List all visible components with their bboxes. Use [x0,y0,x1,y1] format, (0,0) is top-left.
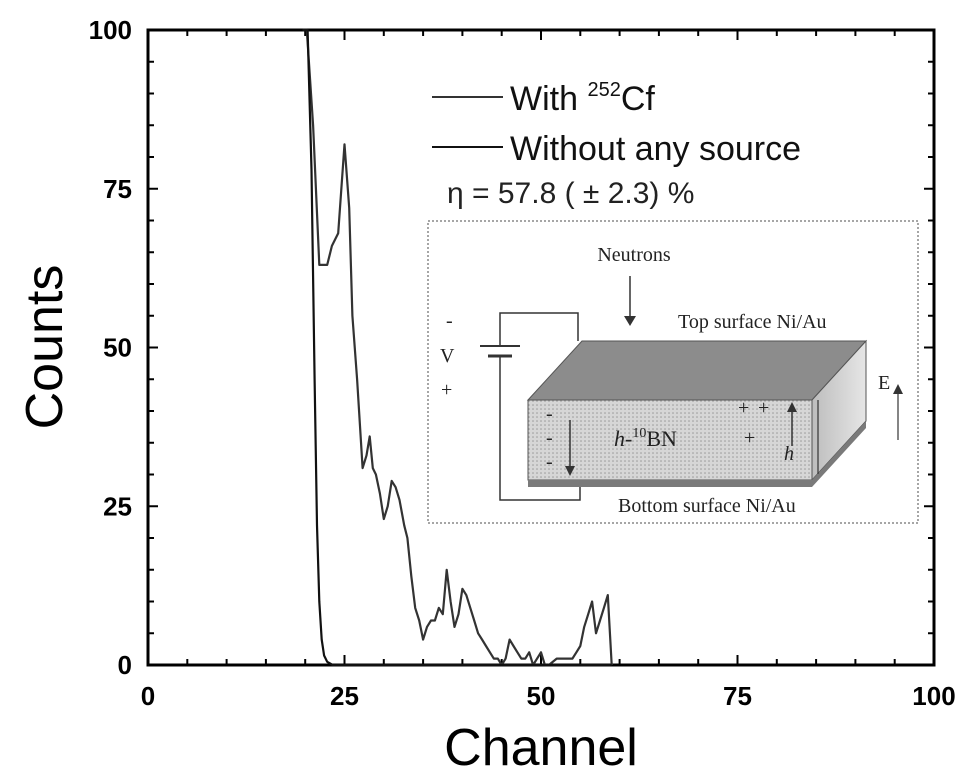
legend-label-no-source: Without any source [510,130,801,168]
neutrons-label: Neutrons [597,244,671,266]
charge-plus-2: + [758,397,769,419]
y-tick-label: 50 [103,333,132,363]
y-tick-label: 100 [89,15,132,45]
x-tick-label: 100 [912,681,955,711]
legend: With 252Cf Without any source [432,79,801,168]
battery-minus: - [446,310,453,332]
y-tick-label: 75 [103,174,132,204]
drift-arrowhead [565,466,575,476]
bottom-surface-label: Bottom surface Ni/Au [618,495,796,517]
x-tick-label: 75 [723,681,752,711]
height-arrowhead [787,402,797,412]
charge-minus-2: - [546,427,553,449]
x-tick-label: 0 [141,681,155,711]
neutron-arrowhead [624,316,636,326]
charge-plus-1: + [738,397,749,419]
axis-ticks [147,29,935,666]
series-line-no-source [302,28,612,667]
slab-bottom-electrode [528,421,866,487]
charge-minus-3: - [546,451,553,473]
x-axis-title: Channel [444,719,638,777]
field-arrowhead [893,384,903,394]
top-surface-label: Top surface Ni/Au [678,311,827,333]
x-tick-label: 50 [527,681,556,711]
tick-labels: 0 25 50 75 100 0 25 50 75 100 [89,15,956,711]
slab-top-face [526,340,868,401]
material-label: h-10BN [614,426,677,451]
y-tick-label: 25 [103,491,132,521]
charge-plus-3: + [744,427,755,449]
y-axis-title: Counts [16,265,74,430]
series-line-with-cf [302,28,613,667]
height-label: h [784,443,794,465]
slab-front-face [527,399,813,481]
voltage-label: V [440,345,455,367]
y-tick-label: 0 [118,650,132,680]
series-layer [302,28,613,667]
field-label: E [878,372,890,394]
battery-plus: + [441,379,452,401]
efficiency-annotation: η = 57.8 ( ± 2.3) % [447,177,694,210]
circuit-wire-bottom [499,356,581,501]
charge-minus-1: - [546,403,553,425]
x-tick-label: 25 [330,681,359,711]
inset-schematic: Neutrons Top surface Ni/Au h-10BN - - - … [427,220,919,524]
circuit-wire-top [499,312,579,346]
legend-label-with-cf: With 252Cf [510,79,655,118]
